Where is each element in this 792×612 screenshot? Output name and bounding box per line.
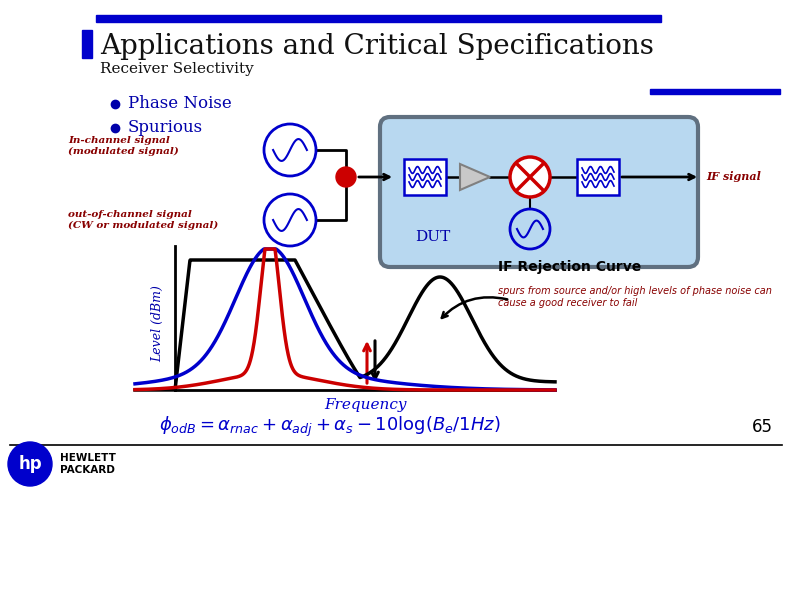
Text: out-of-channel signal
(CW or modulated signal): out-of-channel signal (CW or modulated s… [68, 211, 219, 230]
Text: Phase Noise: Phase Noise [128, 95, 232, 113]
Text: Receiver Selectivity: Receiver Selectivity [100, 62, 253, 76]
Text: HEWLETT: HEWLETT [60, 453, 116, 463]
FancyBboxPatch shape [380, 117, 698, 267]
Circle shape [510, 157, 550, 197]
Text: hp: hp [18, 455, 42, 473]
Bar [650, 89, 780, 94]
Text: PACKARD: PACKARD [60, 465, 115, 475]
Text: IF signal: IF signal [706, 171, 761, 182]
Text: spurs from source and/or high levels of phase noise can
cause a good receiver to: spurs from source and/or high levels of … [498, 286, 772, 308]
Bar [82, 30, 92, 58]
Text: $\phi_{odB} = \alpha_{rnac} + \alpha_{adj} + \alpha_s - 10\log(B_e/1Hz)$: $\phi_{odB} = \alpha_{rnac} + \alpha_{ad… [159, 415, 501, 439]
Text: In-channel signal
(modulated signal): In-channel signal (modulated signal) [68, 136, 179, 156]
Bar [577, 159, 619, 195]
Text: IF Rejection Curve: IF Rejection Curve [498, 260, 642, 274]
Text: Frequency: Frequency [324, 398, 406, 412]
Bar [404, 159, 446, 195]
Text: 65: 65 [752, 418, 772, 436]
Text: Level (dBm): Level (dBm) [151, 286, 165, 362]
Text: Spurious: Spurious [128, 119, 203, 136]
Text: Applications and Critical Specifications: Applications and Critical Specifications [100, 32, 654, 59]
Circle shape [336, 167, 356, 187]
Text: DUT: DUT [415, 230, 450, 244]
Polygon shape [460, 164, 490, 190]
Bar [96, 15, 661, 22]
Circle shape [8, 442, 52, 486]
